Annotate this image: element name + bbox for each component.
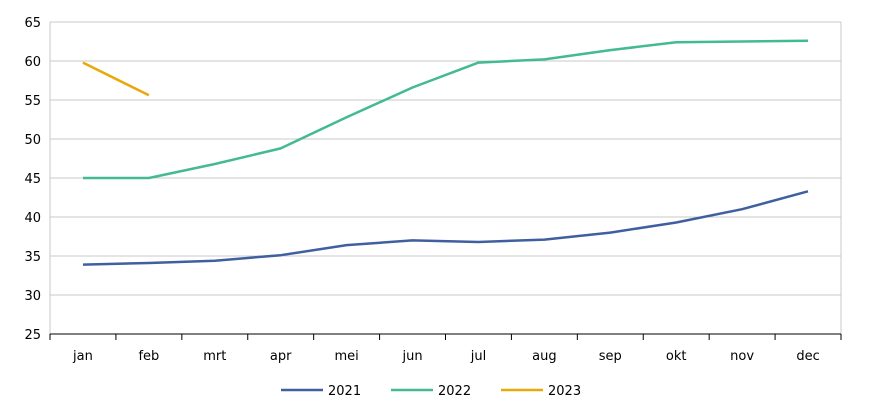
x-tick-label: nov bbox=[730, 349, 754, 364]
y-tick-label: 30 bbox=[24, 289, 41, 304]
axes bbox=[49, 22, 842, 340]
legend-label: 2023 bbox=[548, 384, 581, 399]
legend-item-2023: 2023 bbox=[501, 384, 581, 399]
x-tick-label: mei bbox=[334, 349, 358, 364]
y-tick-label: 60 bbox=[24, 55, 41, 70]
x-tick-label: apr bbox=[270, 349, 292, 364]
series-lines bbox=[82, 39, 809, 266]
series-line-2022 bbox=[83, 39, 809, 180]
x-tick-label: jan bbox=[72, 349, 93, 364]
x-tick-label: feb bbox=[138, 349, 159, 364]
y-axis-tick-labels: 25 30 35 40 45 50 55 60 65 bbox=[24, 16, 41, 343]
y-tick-label: 40 bbox=[24, 211, 41, 226]
legend-item-2021: 2021 bbox=[281, 384, 361, 399]
y-tick-label: 55 bbox=[24, 94, 41, 109]
y-tick-label: 25 bbox=[24, 328, 41, 343]
x-tick-label: jul bbox=[470, 349, 486, 364]
x-tick-label: jun bbox=[401, 349, 422, 364]
x-axis-tick-labels: jan feb mrt apr mei jun jul aug sep okt nov dec bbox=[72, 349, 820, 364]
x-tick-label: aug bbox=[532, 349, 556, 364]
grid-lines bbox=[50, 21, 841, 296]
legend: 2021 2022 2023 bbox=[281, 384, 581, 399]
x-tick-label: dec bbox=[796, 349, 819, 364]
series-line-2021 bbox=[82, 190, 809, 266]
x-tick-label: okt bbox=[666, 349, 687, 364]
y-tick-label: 35 bbox=[24, 250, 41, 265]
y-tick-label: 65 bbox=[24, 16, 41, 31]
x-tick-label: sep bbox=[599, 349, 622, 364]
legend-label: 2021 bbox=[328, 384, 361, 399]
legend-label: 2022 bbox=[438, 384, 471, 399]
series-line-2023 bbox=[82, 61, 150, 97]
y-tick-label: 45 bbox=[24, 172, 41, 187]
legend-item-2022: 2022 bbox=[391, 384, 471, 399]
y-tick-label: 50 bbox=[24, 133, 41, 148]
x-tick-label: mrt bbox=[203, 349, 226, 364]
